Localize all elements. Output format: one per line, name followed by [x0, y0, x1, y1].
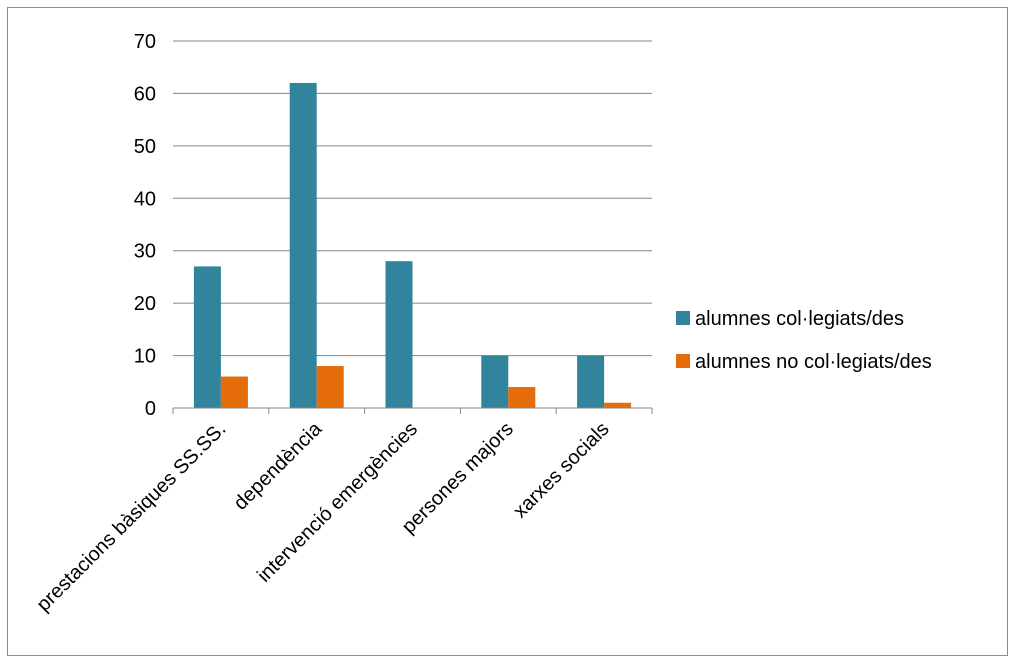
x-category-label: intervenció emergències [253, 418, 422, 587]
y-tick-label: 0 [145, 398, 156, 420]
bar-colegiats [289, 82, 317, 408]
y-tick-label: 30 [134, 241, 156, 263]
bar-chart: 0 10 20 30 40 50 60 70 prestacions bàsiques SS.… [33, 31, 932, 616]
bar-no-colegiats [316, 366, 344, 408]
legend-swatch [676, 354, 690, 368]
bar-no-colegiats [220, 376, 248, 408]
y-tick-label: 20 [134, 293, 156, 315]
x-category-label: xarxes socials [509, 418, 613, 522]
bars [193, 82, 632, 408]
y-tick-label: 70 [134, 31, 156, 53]
y-tick-label: 60 [134, 83, 156, 105]
y-tick-label: 10 [134, 346, 156, 368]
x-axis [172, 407, 653, 414]
y-tick-label: 50 [134, 136, 156, 158]
bar-colegiats [385, 261, 413, 408]
y-axis-tick-labels: 0 10 20 30 40 50 60 70 [134, 31, 156, 420]
y-tick-label: 40 [134, 188, 156, 210]
bar-colegiats [577, 355, 605, 408]
legend-label: alumnes no col·legiats/des [695, 351, 932, 373]
bar-no-colegiats [508, 387, 536, 408]
bar-colegiats [481, 355, 509, 408]
x-category-label: dependència [230, 417, 327, 514]
gridlines [173, 40, 652, 357]
legend-swatch [676, 311, 690, 325]
bar-no-colegiats [604, 402, 632, 408]
chart-area: 0 10 20 30 40 50 60 70 prestacions bàsiques SS.… [7, 7, 1008, 656]
x-category-label: prestacions bàsiques SS.SS. [33, 418, 231, 616]
legend: alumnes col·legiats/des alumnes no col·le… [676, 308, 932, 373]
legend-label: alumnes col·legiats/des [695, 308, 904, 330]
x-axis-category-labels: prestacions bàsiques SS.SS. dependènciain… [33, 417, 614, 616]
bar-colegiats [193, 266, 221, 408]
